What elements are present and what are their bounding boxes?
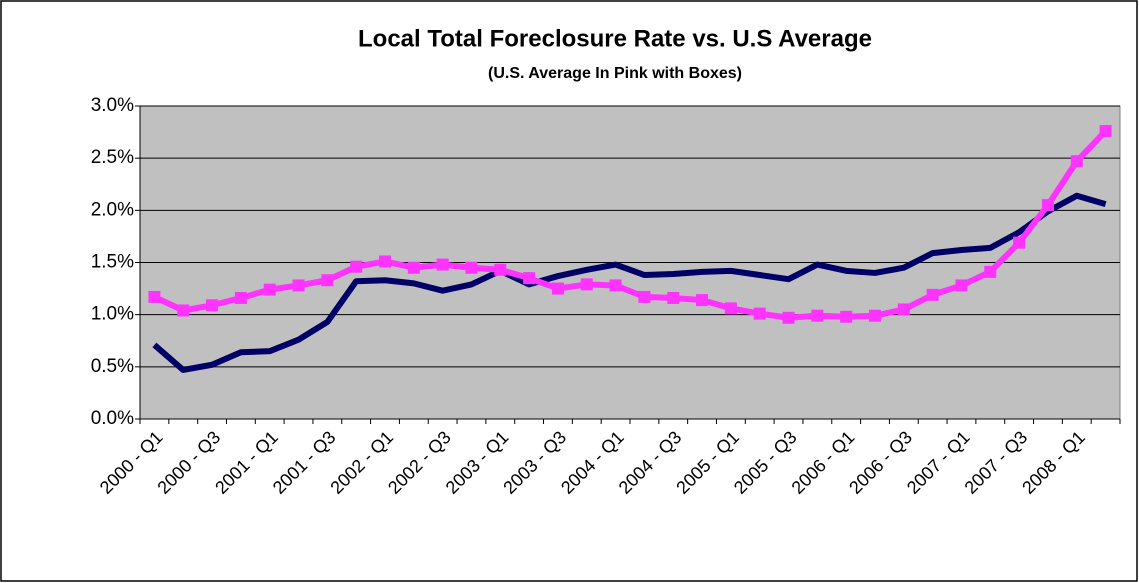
series-marker (580, 278, 593, 291)
series-marker (494, 263, 507, 276)
series-marker (1099, 125, 1112, 138)
series-marker (263, 283, 276, 296)
series-marker (609, 279, 622, 292)
series-marker (696, 294, 709, 307)
series-marker (436, 258, 449, 271)
y-tick-label: 2.0% (91, 199, 134, 220)
y-tick-label: 0.0% (91, 408, 134, 429)
series-marker (148, 290, 161, 303)
series-marker (177, 304, 190, 317)
series-marker (206, 299, 219, 312)
series-marker (984, 265, 997, 278)
series-marker (897, 303, 910, 316)
series-marker (869, 309, 881, 322)
series-marker (1041, 199, 1054, 212)
series-marker (465, 261, 478, 274)
series-marker (724, 302, 737, 315)
series-marker (523, 272, 536, 285)
y-tick-label: 0.5% (91, 356, 134, 377)
series-marker (811, 309, 824, 322)
chart-title: Local Total Foreclosure Rate vs. U.S Ave… (358, 25, 872, 52)
y-tick-label: 1.5% (91, 252, 134, 273)
series-line (153, 128, 1108, 321)
series-marker (350, 260, 363, 273)
series-marker (926, 288, 939, 301)
series-marker (234, 291, 247, 304)
series-marker (782, 311, 795, 324)
series-marker (840, 310, 853, 323)
series-marker (379, 255, 391, 268)
series-marker (321, 274, 334, 287)
series-marker (292, 279, 305, 292)
series-marker (955, 279, 968, 292)
y-tick-label: 1.0% (91, 304, 134, 325)
series-marker (407, 261, 420, 274)
series-marker (1013, 236, 1026, 249)
chart-subtitle: (U.S. Average In Pink with Boxes) (488, 65, 742, 82)
series-line (152, 192, 1107, 373)
series-marker (638, 290, 651, 303)
series-marker (1070, 155, 1083, 168)
series-marker (667, 291, 680, 304)
series-marker (753, 307, 766, 320)
y-tick-label: 3.0% (91, 95, 134, 116)
series-marker (551, 282, 564, 295)
y-tick-label: 2.5% (91, 147, 134, 168)
